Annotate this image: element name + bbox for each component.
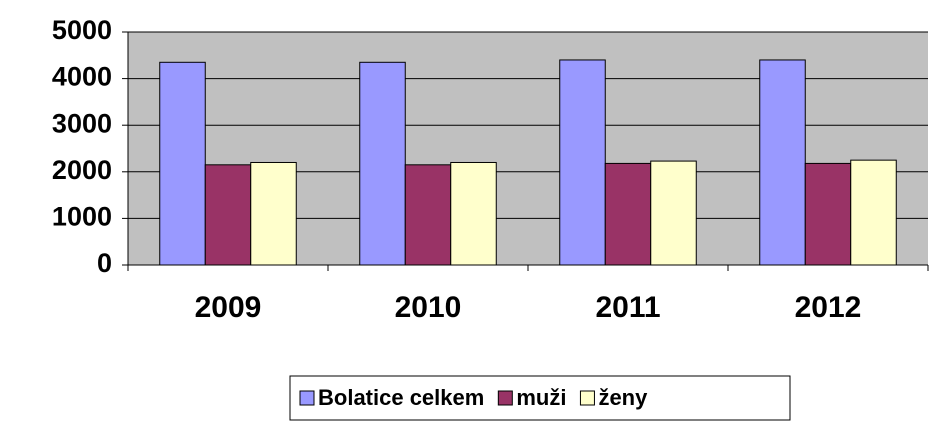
bar xyxy=(559,59,606,266)
y-tick-label: 0 xyxy=(97,248,112,278)
x-tick-label: 2012 xyxy=(795,291,862,324)
legend-label: muži xyxy=(516,385,566,410)
legend xyxy=(289,375,791,421)
bar xyxy=(650,160,697,266)
bar xyxy=(804,162,852,266)
bar xyxy=(359,61,406,266)
y-tick-label: 3000 xyxy=(52,108,112,138)
bar xyxy=(759,59,806,266)
y-tick-label: 5000 xyxy=(52,15,112,45)
legend-swatch xyxy=(497,390,513,406)
bar xyxy=(450,161,497,266)
x-tick-label: 2011 xyxy=(595,291,660,324)
legend-swatch xyxy=(299,390,315,406)
legend-label: ženy xyxy=(598,385,648,410)
x-tick-label: 2010 xyxy=(395,291,462,324)
y-tick-label: 1000 xyxy=(52,202,112,232)
legend-swatch xyxy=(579,390,595,406)
bar xyxy=(850,159,897,266)
x-tick-label: 2009 xyxy=(195,291,262,324)
y-tick-label: 2000 xyxy=(52,155,112,185)
bar xyxy=(159,61,206,266)
y-tick-label: 4000 xyxy=(52,62,112,92)
bar xyxy=(250,161,297,266)
legend-label: Bolatice celkem xyxy=(318,385,484,410)
bar xyxy=(404,164,452,266)
bar xyxy=(204,164,252,266)
bar xyxy=(604,162,652,266)
